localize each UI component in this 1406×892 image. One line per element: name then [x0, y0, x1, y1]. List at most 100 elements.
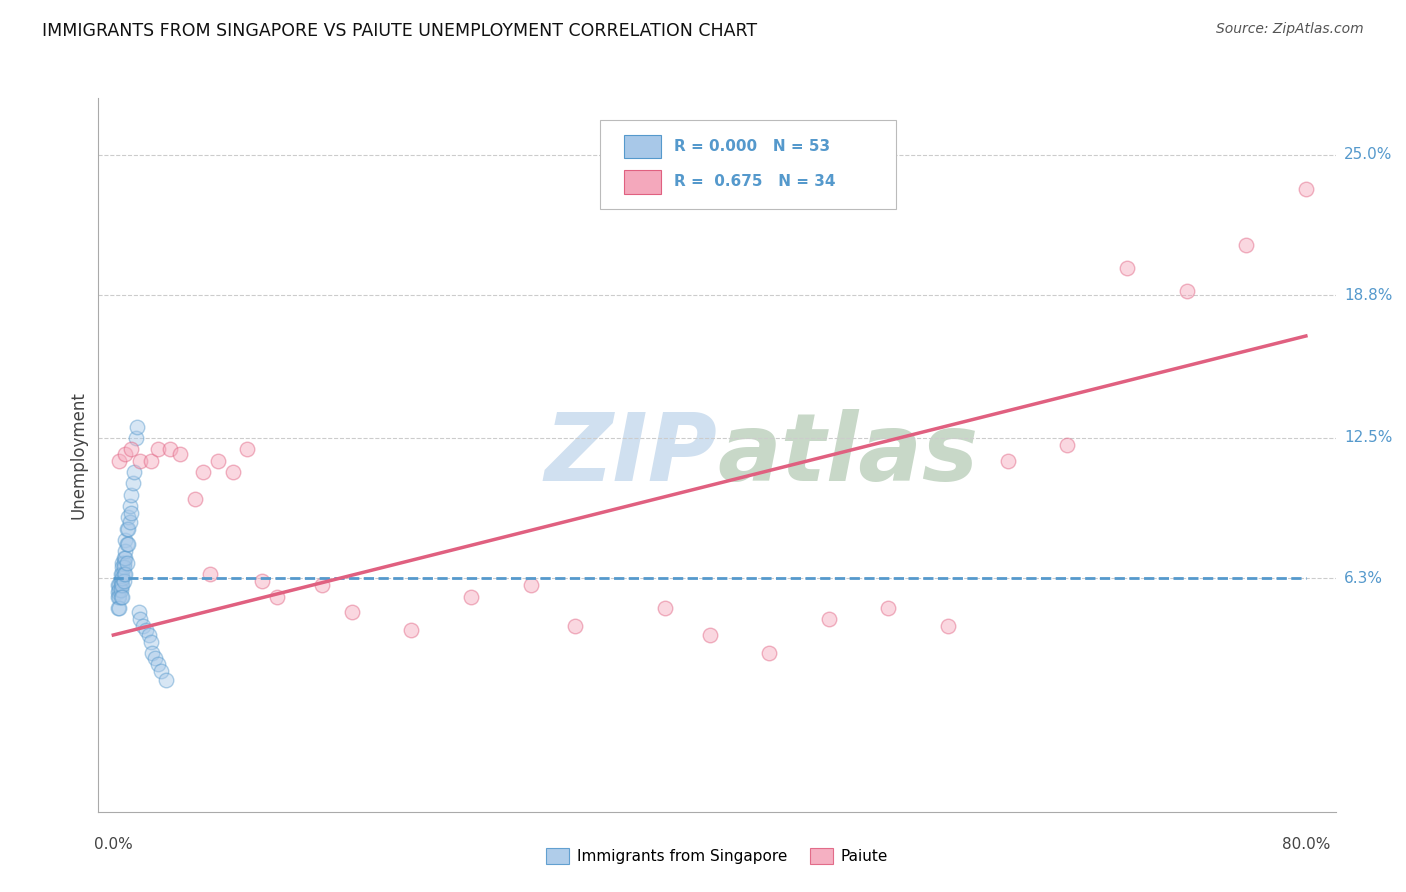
- Text: 0.0%: 0.0%: [94, 837, 132, 852]
- Point: [340, 606, 363, 620]
- Bar: [624, 170, 661, 194]
- Point: [114, 566, 136, 581]
- Point: [111, 556, 134, 570]
- Text: 18.8%: 18.8%: [1344, 288, 1392, 302]
- Point: [519, 578, 541, 592]
- Point: [108, 582, 131, 597]
- Point: [266, 590, 288, 604]
- Point: [818, 612, 841, 626]
- Point: [159, 442, 181, 457]
- Point: [127, 419, 149, 434]
- Point: [111, 578, 134, 592]
- Point: [1116, 260, 1139, 275]
- Y-axis label: Unemployment: Unemployment: [69, 391, 87, 519]
- Point: [117, 510, 139, 524]
- Point: [877, 600, 900, 615]
- Point: [120, 506, 142, 520]
- Point: [110, 578, 132, 592]
- Point: [112, 551, 135, 566]
- Point: [112, 574, 135, 588]
- Bar: [624, 135, 661, 159]
- FancyBboxPatch shape: [599, 120, 897, 209]
- Point: [699, 628, 721, 642]
- Point: [111, 566, 134, 581]
- Text: 6.3%: 6.3%: [1344, 571, 1384, 586]
- Point: [184, 492, 207, 507]
- Point: [107, 600, 129, 615]
- Point: [141, 646, 163, 660]
- Legend: Immigrants from Singapore, Paiute: Immigrants from Singapore, Paiute: [538, 840, 896, 871]
- Point: [110, 582, 132, 597]
- Point: [121, 476, 143, 491]
- Point: [112, 566, 135, 581]
- Point: [129, 453, 152, 467]
- Text: R = 0.000   N = 53: R = 0.000 N = 53: [673, 139, 830, 154]
- Point: [112, 556, 135, 570]
- Point: [108, 600, 131, 615]
- Text: R =  0.675   N = 34: R = 0.675 N = 34: [673, 174, 835, 189]
- Point: [138, 628, 160, 642]
- Text: 12.5%: 12.5%: [1344, 431, 1392, 445]
- Point: [107, 578, 129, 592]
- Point: [110, 566, 132, 581]
- Point: [146, 442, 169, 457]
- Point: [115, 522, 138, 536]
- Point: [118, 515, 141, 529]
- Point: [125, 431, 148, 445]
- Point: [654, 600, 676, 615]
- Point: [108, 578, 131, 592]
- Point: [112, 560, 135, 574]
- Point: [1056, 438, 1078, 452]
- Text: ZIP: ZIP: [544, 409, 717, 501]
- Point: [114, 533, 136, 547]
- Point: [150, 665, 173, 679]
- Point: [155, 673, 177, 688]
- Point: [207, 453, 229, 467]
- Point: [107, 585, 129, 599]
- Point: [111, 590, 134, 604]
- Point: [110, 574, 132, 588]
- Point: [564, 619, 586, 633]
- Point: [460, 590, 482, 604]
- Point: [132, 619, 155, 633]
- Point: [114, 447, 136, 461]
- Point: [120, 442, 142, 457]
- Point: [758, 646, 780, 660]
- Point: [118, 499, 141, 513]
- Point: [122, 465, 145, 479]
- Text: 80.0%: 80.0%: [1282, 837, 1330, 852]
- Point: [169, 447, 191, 461]
- Point: [135, 624, 157, 638]
- Point: [311, 578, 333, 592]
- Point: [997, 453, 1019, 467]
- Point: [107, 590, 129, 604]
- Point: [108, 453, 131, 467]
- Text: Source: ZipAtlas.com: Source: ZipAtlas.com: [1216, 22, 1364, 37]
- Point: [108, 590, 131, 604]
- Point: [191, 465, 214, 479]
- Point: [117, 522, 139, 536]
- Point: [117, 537, 139, 551]
- Point: [252, 574, 274, 588]
- Point: [1175, 284, 1198, 298]
- Point: [110, 590, 132, 604]
- Point: [1234, 238, 1257, 252]
- Text: atlas: atlas: [717, 409, 979, 501]
- Point: [120, 487, 142, 501]
- Point: [146, 657, 169, 672]
- Text: IMMIGRANTS FROM SINGAPORE VS PAIUTE UNEMPLOYMENT CORRELATION CHART: IMMIGRANTS FROM SINGAPORE VS PAIUTE UNEM…: [42, 22, 758, 40]
- Point: [139, 635, 162, 649]
- Point: [936, 619, 959, 633]
- Point: [200, 566, 222, 581]
- Point: [129, 612, 152, 626]
- Point: [236, 442, 259, 457]
- Point: [111, 560, 134, 574]
- Point: [221, 465, 243, 479]
- Point: [1295, 182, 1317, 196]
- Point: [401, 624, 423, 638]
- Point: [115, 537, 138, 551]
- Point: [111, 571, 134, 585]
- Point: [114, 551, 136, 566]
- Point: [139, 453, 162, 467]
- Text: 25.0%: 25.0%: [1344, 147, 1392, 162]
